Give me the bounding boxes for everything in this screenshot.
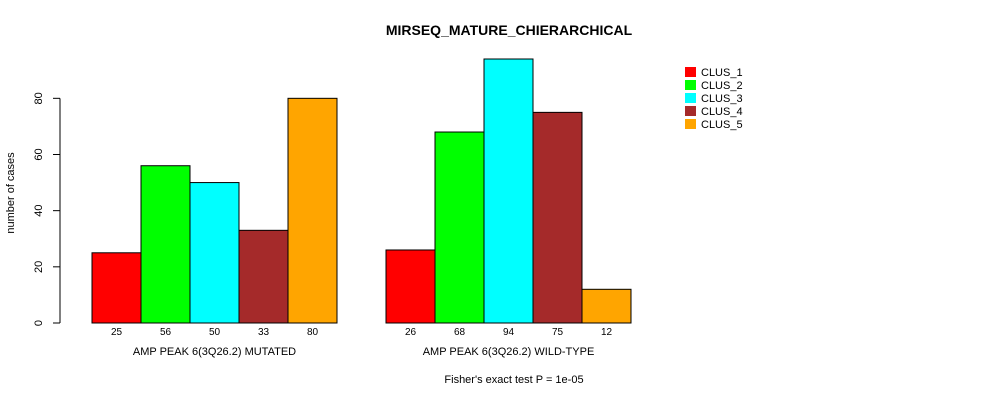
legend-label-4: CLUS_4	[701, 106, 743, 118]
bar-clus-3-group-2	[483, 58, 534, 324]
legend-swatch-5	[685, 119, 696, 129]
y-tick-label: 0	[33, 320, 45, 326]
bar-clus-4-group-1	[238, 229, 289, 324]
bar-value-label: 94	[503, 327, 515, 338]
bar-value-labels: 25 56 50 33 80 26 68 94 75 12	[111, 327, 613, 338]
bar-value-label: 68	[454, 327, 466, 338]
bar-value-label: 50	[209, 327, 221, 338]
bar-clus-1-group-1	[91, 252, 142, 324]
bar-clus-1-group-2	[385, 249, 436, 324]
legend-swatch-2	[685, 80, 696, 90]
legend-swatch-1	[685, 67, 696, 77]
y-tick-label: 80	[33, 92, 45, 104]
chart-title: MIRSEQ_MATURE_CHIERARCHICAL	[386, 22, 633, 38]
y-tick-label: 60	[33, 148, 45, 160]
legend-label-2: CLUS_2	[701, 80, 743, 92]
group-labels: AMP PEAK 6(3Q26.2) MUTATED AMP PEAK 6(3Q2…	[133, 346, 594, 358]
y-axis-label: number of cases	[5, 152, 17, 234]
bar-clus-5-group-2	[581, 288, 632, 324]
group-label-2: AMP PEAK 6(3Q26.2) WILD-TYPE	[423, 346, 595, 358]
bar-value-label: 12	[601, 327, 613, 338]
bar-value-label: 26	[405, 327, 417, 338]
legend-label-3: CLUS_3	[701, 93, 743, 105]
group-label-1: AMP PEAK 6(3Q26.2) MUTATED	[133, 346, 296, 358]
bar-clus-3-group-1	[189, 182, 240, 324]
bar-value-label: 25	[111, 327, 123, 338]
bar-value-label: 80	[307, 327, 319, 338]
y-axis: 0 20 40 60 80	[33, 92, 61, 326]
bar-value-label: 75	[552, 327, 564, 338]
y-tick-label: 20	[33, 261, 45, 273]
bar-clus-2-group-1	[140, 165, 191, 324]
bar-value-label: 56	[160, 327, 172, 338]
legend-label-5: CLUS_5	[701, 119, 743, 131]
legend-swatch-4	[685, 106, 696, 116]
y-tick-label: 40	[33, 205, 45, 217]
legend-label-1: CLUS_1	[701, 67, 743, 79]
bar-clus-2-group-2	[434, 131, 485, 324]
bar-clus-5-group-1	[287, 97, 338, 324]
bars	[91, 58, 632, 324]
legend-swatch-3	[685, 93, 696, 103]
footnote: Fisher's exact test P = 1e-05	[444, 374, 583, 386]
bar-clus-4-group-2	[532, 111, 583, 324]
bar-value-label: 33	[258, 327, 270, 338]
